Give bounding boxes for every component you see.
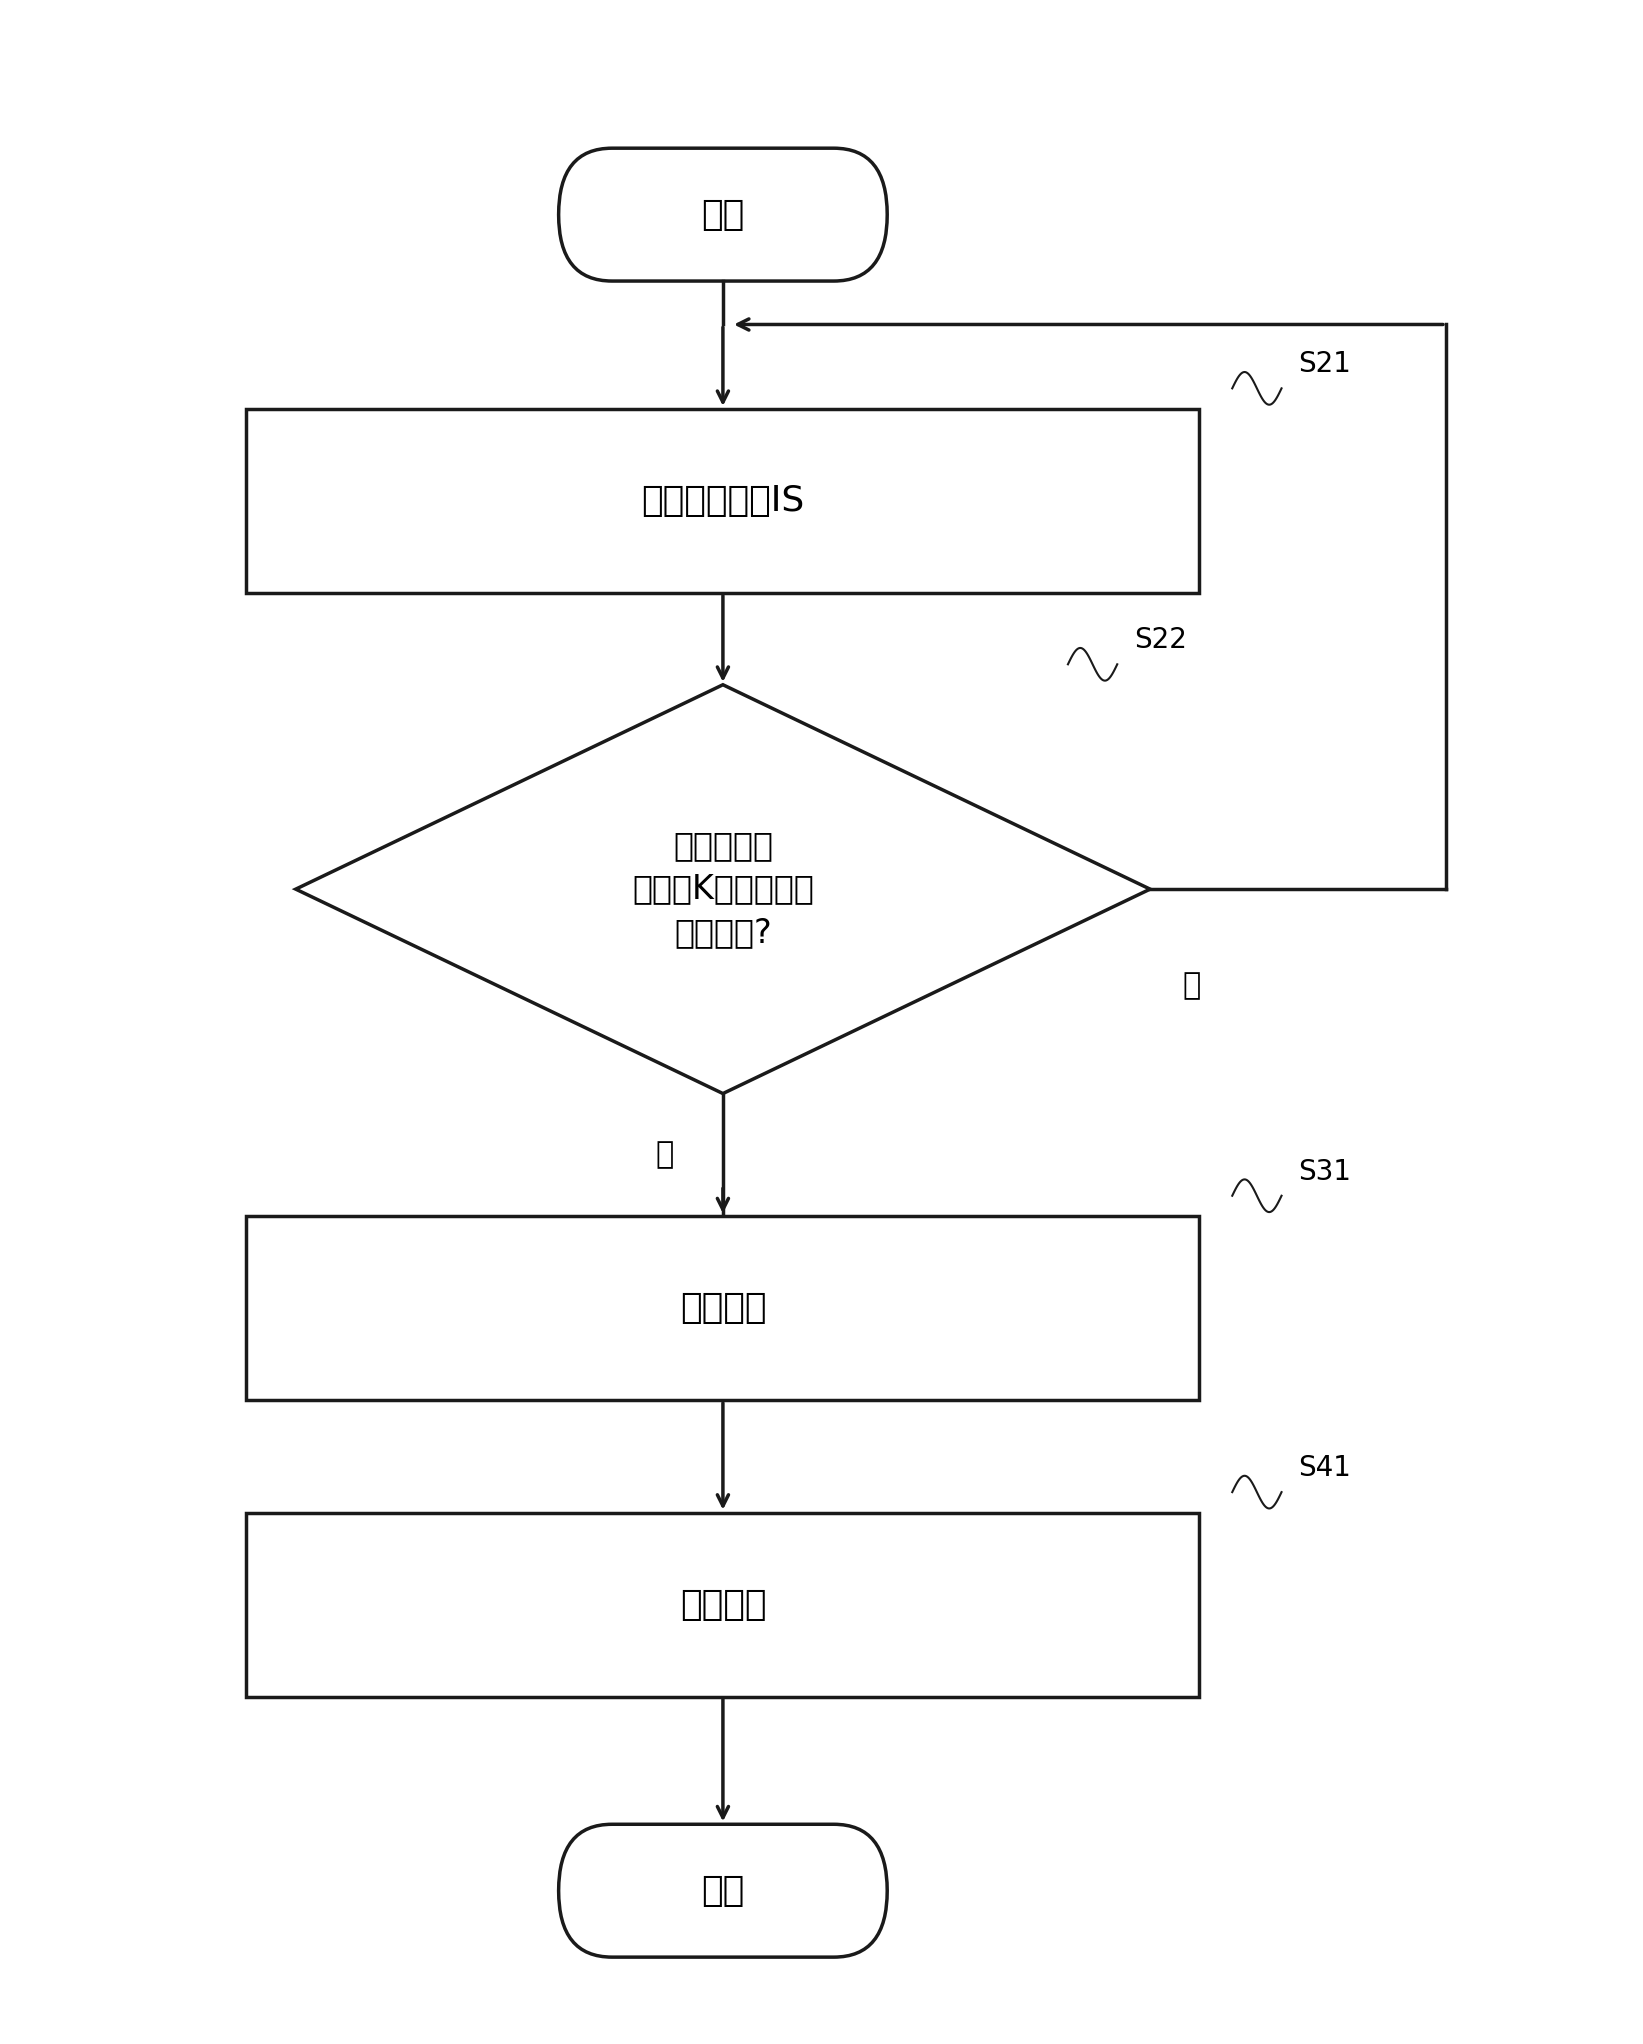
Text: S41: S41 [1298,1453,1351,1482]
Polygon shape [296,685,1150,1094]
Text: 是: 是 [656,1141,674,1169]
Text: 执行成像序列IS: 执行成像序列IS [641,484,805,517]
FancyBboxPatch shape [559,1823,887,1958]
Bar [246,409,1199,593]
Text: 否: 否 [1183,971,1201,1000]
Text: S21: S21 [1298,350,1351,378]
Text: 结束: 结束 [702,1874,744,1907]
Text: 开始: 开始 [702,198,744,231]
Text: 产生图像: 产生图像 [680,1292,766,1325]
Text: S22: S22 [1134,625,1186,654]
Text: 显示图像: 显示图像 [680,1588,766,1621]
Text: 是否采集了
相应于K空间的所有
成像数据?: 是否采集了 相应于K空间的所有 成像数据? [633,830,813,948]
Text: S31: S31 [1298,1157,1351,1186]
Bar [246,1513,1199,1697]
Bar [246,1216,1199,1400]
FancyBboxPatch shape [559,149,887,280]
